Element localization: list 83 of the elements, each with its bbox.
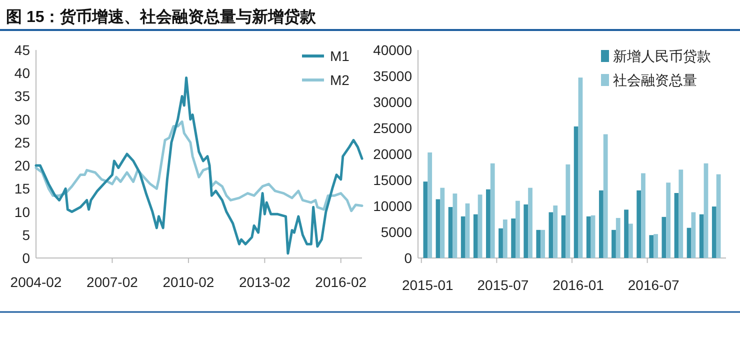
legend-label: M1 <box>330 48 350 64</box>
bar <box>712 206 716 258</box>
y-tick-label: 10 <box>14 204 30 220</box>
bar <box>536 230 541 258</box>
legend-label: M2 <box>330 72 350 88</box>
chart-title: 图 15：货币增速、社会融资总量与新增贷款 <box>6 8 318 26</box>
bar <box>460 216 466 258</box>
bar <box>641 173 646 258</box>
legend-label: 新增人民币贷款 <box>613 48 711 64</box>
bar <box>452 194 458 258</box>
bar <box>498 228 503 258</box>
bar <box>612 230 616 258</box>
bar <box>473 214 478 258</box>
y-tick-label: 0 <box>22 250 30 266</box>
bar <box>511 218 516 258</box>
bar <box>678 170 684 258</box>
bar <box>598 190 604 258</box>
y-tick-label: 45 <box>14 42 30 58</box>
bar <box>649 235 654 258</box>
y-tick-label: 20 <box>14 158 30 174</box>
bar <box>502 220 508 258</box>
bar <box>478 194 482 258</box>
y-tick-label: 40000 <box>373 42 412 58</box>
x-tick-label: 2015-01 <box>402 277 454 293</box>
bar <box>436 199 440 258</box>
x-tick-label: 2016-07 <box>628 277 680 293</box>
bar <box>586 216 591 258</box>
bar <box>662 216 666 258</box>
bar <box>666 182 671 258</box>
bar <box>566 164 570 258</box>
line-series <box>34 120 364 212</box>
bar <box>686 228 692 258</box>
bar <box>490 163 495 258</box>
bar <box>516 200 520 258</box>
bar <box>440 188 445 258</box>
y-tick-label: 25 <box>14 134 30 150</box>
x-tick-label: 2007-02 <box>86 274 138 290</box>
y-tick-label: 40 <box>14 65 30 82</box>
bar <box>603 134 608 258</box>
bar <box>616 218 620 258</box>
bar <box>524 204 528 258</box>
bar <box>574 126 578 258</box>
y-tick-label: 35000 <box>373 68 412 84</box>
bar <box>699 214 704 258</box>
bar <box>674 193 679 258</box>
y-tick-label: 0 <box>404 250 412 266</box>
bar <box>428 152 432 258</box>
y-tick-label: 30 <box>14 111 30 128</box>
bar <box>654 234 658 258</box>
line-series <box>34 76 364 255</box>
bar <box>448 207 453 258</box>
y-tick-label: 5 <box>22 226 30 243</box>
y-tick-label: 25000 <box>373 120 412 136</box>
x-tick-label: 2013-02 <box>239 274 291 290</box>
bar <box>423 182 428 258</box>
bar <box>590 215 596 258</box>
bar <box>486 189 490 258</box>
bar <box>628 224 633 258</box>
bar <box>704 163 708 258</box>
y-tick-label: 30000 <box>373 94 412 110</box>
bar <box>561 215 566 258</box>
x-tick-label: 2004-02 <box>10 274 62 290</box>
bar <box>624 210 628 258</box>
y-tick-label: 20000 <box>373 146 412 162</box>
legend-label: 社会融资总量 <box>613 72 697 88</box>
y-tick-label: 15 <box>14 180 30 197</box>
bar <box>540 230 546 258</box>
x-tick-label: 2016-02 <box>315 274 367 290</box>
bar <box>528 188 532 258</box>
bar <box>716 174 721 258</box>
bar <box>691 212 696 258</box>
y-tick-label: 35 <box>14 88 30 104</box>
bar <box>465 203 470 258</box>
bar <box>548 212 554 258</box>
x-tick-label: 2016-01 <box>552 277 604 293</box>
bar <box>553 205 558 258</box>
y-tick-label: 10000 <box>373 198 412 214</box>
bar <box>578 78 583 258</box>
x-tick-label: 2010-02 <box>162 274 214 290</box>
y-tick-label: 5000 <box>380 224 412 240</box>
y-tick-label: 15000 <box>373 172 412 188</box>
x-tick-label: 2015-07 <box>477 277 529 293</box>
bar <box>636 190 642 258</box>
